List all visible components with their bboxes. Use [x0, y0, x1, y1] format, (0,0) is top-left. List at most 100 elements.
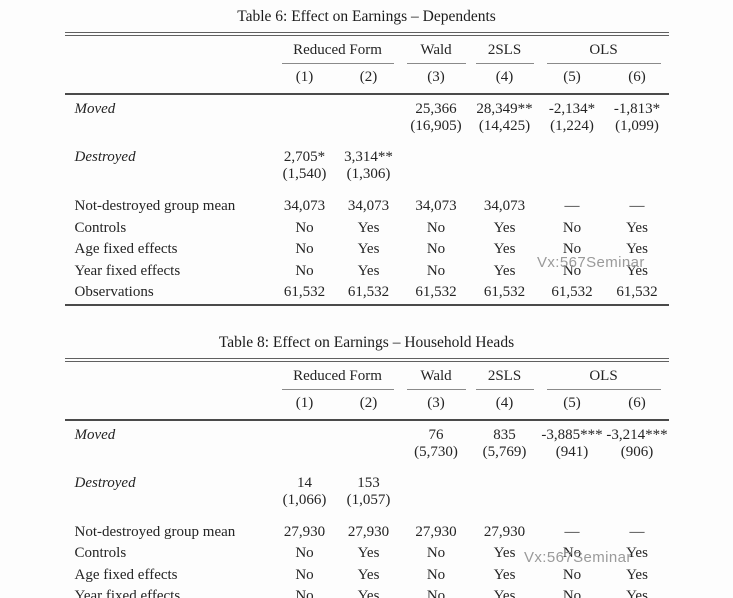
se-cell: [274, 444, 336, 461]
col-number: (1): [273, 64, 336, 95]
coef-cell: [336, 94, 402, 118]
stat-cell: No: [562, 241, 582, 257]
table-6-grid: Reduced Form Wald 2SLS OLS (1) (2) (3) (…: [64, 32, 669, 306]
stat-cell: —: [629, 523, 645, 540]
se-cell: [402, 492, 471, 509]
group-wald: Wald: [402, 34, 471, 64]
se-cell: [539, 492, 606, 509]
stat-cell: No: [295, 545, 314, 561]
coef-cell: [274, 94, 336, 118]
spacer: [65, 509, 669, 522]
row-label: Age fixed effects: [74, 566, 178, 583]
stat-cell: —: [629, 198, 645, 214]
col-number: (2): [335, 389, 402, 421]
group-label: 2SLS: [475, 368, 534, 390]
coef-cell: [606, 472, 669, 492]
stat-cell: Yes: [357, 262, 380, 279]
spacer-row: [65, 509, 669, 522]
se-cell: [539, 166, 606, 183]
group-label: 2SLS: [475, 42, 534, 64]
row-label: Not-destroyed group mean: [74, 198, 236, 214]
empty-cell: [64, 64, 274, 95]
se-cell: [402, 166, 471, 183]
stat-cell: 34,073: [415, 198, 457, 214]
stat-row-group-mean: Not-destroyed group mean 27,930 27,930 2…: [65, 522, 669, 544]
col-number: (6): [605, 64, 669, 95]
se-cell: (1,540): [282, 166, 327, 182]
group-label: Wald: [406, 42, 466, 64]
stat-cell: No: [295, 219, 314, 236]
coef-row-moved: Moved 76 835 -3,885*** -3,214***: [65, 420, 669, 444]
stat-row-controls: Controls No Yes No Yes No Yes: [65, 218, 669, 240]
stat-cell: Yes: [493, 566, 516, 583]
row-label: Year fixed effects: [74, 588, 181, 598]
coef-cell: 76: [428, 426, 444, 443]
se-cell: (1,099): [615, 118, 659, 134]
row-label: Moved: [74, 426, 116, 443]
group-header-row: Reduced Form Wald 2SLS OLS: [65, 34, 669, 64]
stat-cell: Yes: [626, 219, 648, 236]
stat-cell: —: [564, 198, 580, 214]
stat-cell: Yes: [626, 588, 648, 598]
col-number: (2): [335, 64, 402, 95]
spacer-row: [65, 135, 669, 146]
col-number: (3): [401, 389, 471, 421]
watermark-table6: Vx:567Seminar: [537, 254, 645, 271]
stat-cell: Yes: [626, 262, 648, 279]
coef-cell: 153: [357, 474, 380, 491]
group-reduced-form: Reduced Form: [274, 34, 402, 64]
stat-row-year-fe: Year fixed effects No Yes No Yes No Yes: [65, 586, 669, 598]
table-8-grid: Reduced Form Wald 2SLS OLS (1) (2) (3) (…: [64, 357, 669, 598]
group-label: OLS: [546, 368, 661, 390]
group-ols: OLS: [539, 360, 669, 390]
stat-cell: Yes: [357, 588, 380, 598]
row-label: Controls: [74, 545, 127, 561]
stat-cell: No: [426, 588, 446, 598]
row-label: Controls: [74, 219, 127, 236]
watermark-table8: Vx:567Seminar: [524, 549, 632, 566]
empty-cell: [65, 34, 274, 64]
coef-cell: [471, 472, 539, 492]
stat-cell: No: [295, 566, 314, 583]
se-cell: (1,057): [346, 491, 391, 508]
group-reduced-form: Reduced Form: [274, 360, 402, 390]
stat-cell: No: [562, 588, 582, 598]
row-label: Not-destroyed group mean: [74, 523, 236, 540]
empty-cell: [65, 360, 274, 390]
coef-cell: [471, 146, 539, 166]
table-6: Table 6: Effect on Earnings – Dependents…: [64, 0, 669, 306]
coef-cell: 14: [297, 474, 312, 491]
stat-cell: No: [562, 219, 582, 236]
stat-cell: Yes: [493, 241, 516, 257]
coef-cell: 835: [493, 426, 516, 443]
stat-cell: 27,930: [483, 523, 526, 540]
spacer: [65, 461, 669, 472]
stat-cell: 61,532: [415, 284, 457, 300]
se-cell: (14,425): [478, 118, 531, 134]
coef-cell: 28,349**: [476, 101, 533, 117]
column-number-row: (1) (2) (3) (4) (5) (6): [64, 64, 669, 95]
coef-cell: [274, 420, 336, 444]
se-cell: [471, 492, 539, 509]
table-8-title: Table 8: Effect on Earnings – Household …: [218, 333, 515, 351]
stat-row-age-fe: Age fixed effects No Yes No Yes No Yes: [65, 239, 669, 261]
stat-cell: No: [562, 545, 582, 561]
se-cell: (906): [620, 443, 654, 460]
row-label: Year fixed effects: [74, 262, 181, 279]
stat-cell: Yes: [357, 545, 380, 561]
stat-cell: No: [426, 219, 446, 236]
stat-row-age-fe: Age fixed effects No Yes No Yes No Yes: [65, 565, 669, 587]
stat-cell: No: [295, 588, 314, 598]
stat-cell: 61,532: [616, 284, 658, 300]
row-label: Destroyed: [74, 474, 136, 491]
row-label: Destroyed: [74, 149, 136, 165]
table-8: Table 8: Effect on Earnings – Household …: [64, 332, 669, 598]
se-cell: (5,769): [482, 443, 527, 460]
se-cell: [274, 118, 336, 135]
row-label: Moved: [74, 101, 116, 117]
stat-cell: 61,532: [347, 284, 390, 300]
coef-cell: 3,314**: [344, 149, 393, 165]
spacer-row: [65, 461, 669, 472]
stat-cell: Yes: [626, 241, 648, 257]
